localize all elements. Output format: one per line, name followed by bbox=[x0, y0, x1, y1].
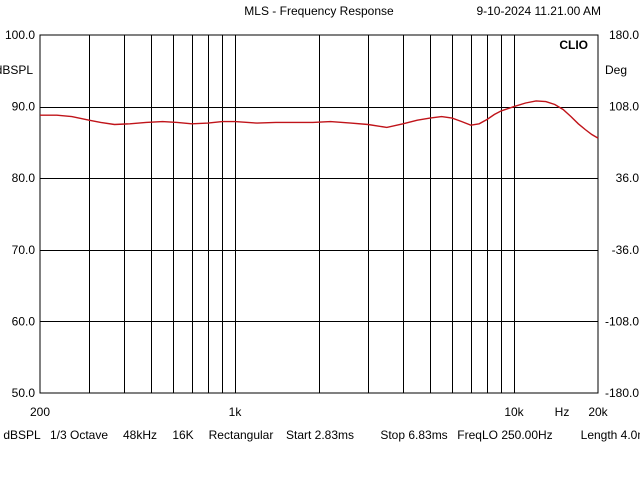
y-tick-label: 70.0 bbox=[12, 243, 36, 257]
tick-labels: 100.0 90.0 80.0 70.0 60.0 50.0 180.0 108.0 36.0 -… bbox=[5, 28, 639, 419]
footer-item: dBSPL bbox=[3, 428, 41, 442]
chart-title: MLS - Frequency Response bbox=[244, 4, 394, 18]
x-tick-label: 20k bbox=[588, 405, 608, 419]
y2-tick-label: -36.0 bbox=[612, 243, 640, 257]
grid-lines bbox=[40, 35, 598, 393]
x-tick-label: 200 bbox=[30, 405, 50, 419]
y-tick-label: 100.0 bbox=[5, 28, 35, 42]
y-tick-label: 60.0 bbox=[12, 314, 36, 328]
footer-item: 48kHz bbox=[123, 428, 157, 442]
x-axis-unit-label: Hz bbox=[555, 405, 570, 419]
y2-tick-label: 108.0 bbox=[609, 100, 639, 114]
y2-axis-label: Deg bbox=[605, 63, 627, 77]
y2-tick-label: -108.0 bbox=[605, 314, 639, 328]
footer-item: Rectangular bbox=[209, 428, 274, 442]
footer-item: FreqLO 250.00Hz bbox=[457, 428, 552, 442]
clio-brand-label: CLIO bbox=[559, 38, 588, 52]
footer-item: Stop 6.83ms bbox=[380, 428, 447, 442]
x-tick-label: 10k bbox=[504, 405, 524, 419]
y-tick-label: 50.0 bbox=[12, 386, 36, 400]
y-tick-label: 90.0 bbox=[12, 100, 36, 114]
footer-item: Length 4.0ms bbox=[581, 428, 640, 442]
curve-layer bbox=[40, 100, 599, 139]
y-tick-label: 80.0 bbox=[12, 171, 36, 185]
footer-item: Start 2.83ms bbox=[286, 428, 354, 442]
y2-tick-label: 180.0 bbox=[609, 28, 639, 42]
timestamp: 9-10-2024 11.21.00 AM bbox=[476, 4, 601, 18]
y2-tick-label: -180.0 bbox=[605, 386, 639, 400]
footer-item: 1/3 Octave bbox=[50, 428, 108, 442]
y-axis-label: dBSPL bbox=[0, 63, 33, 77]
x-tick-label: 1k bbox=[229, 405, 243, 419]
y2-tick-label: 36.0 bbox=[616, 171, 640, 185]
spl-curve bbox=[40, 100, 599, 139]
footer-item: 16K bbox=[172, 428, 193, 442]
footer-parameters: dBSPL 1/3 Octave 48kHz 16K Rectangular Start … bbox=[3, 428, 640, 442]
